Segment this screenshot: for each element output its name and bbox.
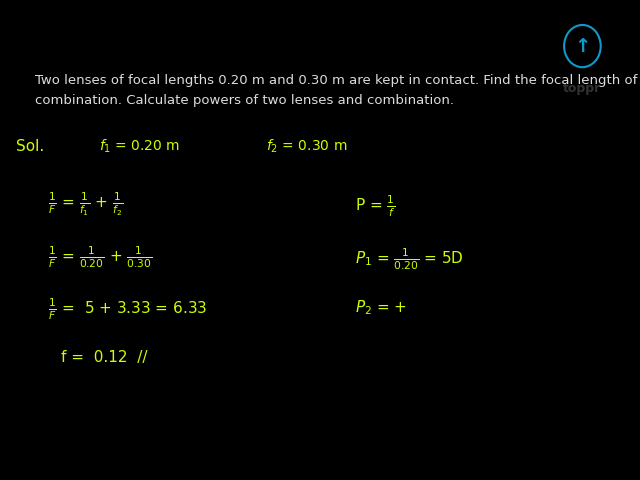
Text: $f_1$ = 0.20 m: $f_1$ = 0.20 m [99, 138, 180, 155]
Text: toppr: toppr [563, 82, 602, 95]
Text: P = $\frac{1}{f}$: P = $\frac{1}{f}$ [355, 193, 396, 219]
Text: $P_2$ = +: $P_2$ = + [355, 298, 407, 316]
Text: Two lenses of focal lengths 0.20 m and 0.30 m are kept in contact. Find the foca: Two lenses of focal lengths 0.20 m and 0… [35, 74, 640, 87]
Text: $\frac{1}{F}$ = $\frac{1}{0.20}$ + $\frac{1}{0.30}$: $\frac{1}{F}$ = $\frac{1}{0.20}$ + $\fra… [48, 244, 152, 270]
Text: Sol.: Sol. [16, 139, 44, 154]
Text: $P_1$ = $\frac{1}{0.20}$ = 5D: $P_1$ = $\frac{1}{0.20}$ = 5D [355, 246, 464, 272]
Text: combination. Calculate powers of two lenses and combination.: combination. Calculate powers of two len… [35, 94, 454, 107]
Text: $\frac{1}{F}$ =  5 + 3.33 = 6.33: $\frac{1}{F}$ = 5 + 3.33 = 6.33 [48, 297, 207, 323]
Text: f =  0.12  //: f = 0.12 // [61, 350, 147, 365]
Text: $f_2$ = 0.30 m: $f_2$ = 0.30 m [266, 138, 347, 155]
Text: $\frac{1}{F}$ = $\frac{1}{f_1}$ + $\frac{1}{f_2}$: $\frac{1}{F}$ = $\frac{1}{f_1}$ + $\frac… [48, 190, 124, 218]
Text: ↑: ↑ [574, 36, 591, 56]
